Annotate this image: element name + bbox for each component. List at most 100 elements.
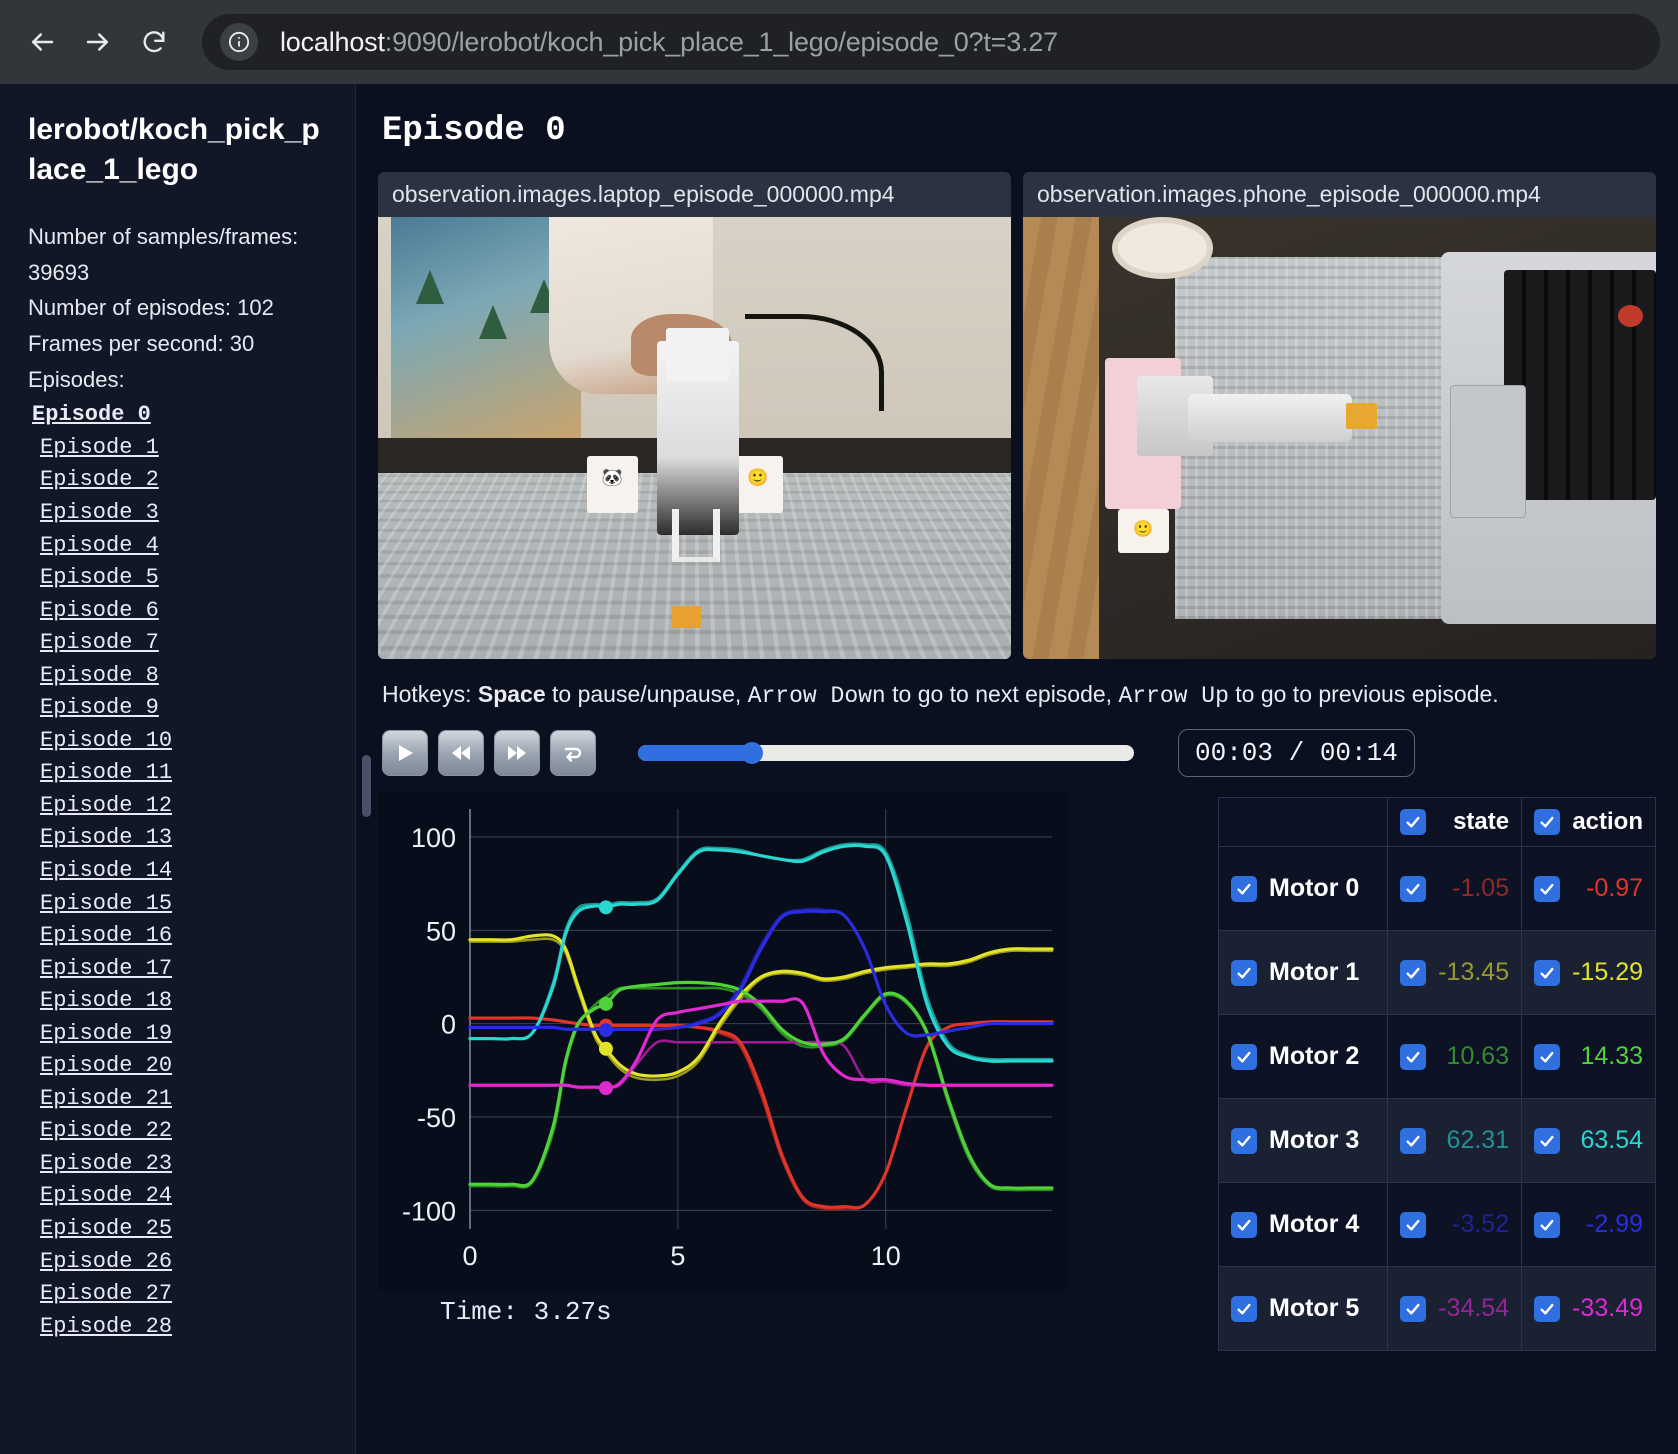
- state-value: -34.54: [1438, 1294, 1510, 1322]
- seek-slider[interactable]: [638, 742, 1134, 764]
- url-text: localhost:9090/lerobot/koch_pick_place_1…: [280, 27, 1058, 58]
- state-checkbox[interactable]: [1400, 959, 1427, 986]
- episode-link-23[interactable]: Episode 23: [40, 1150, 173, 1176]
- loop-icon[interactable]: [550, 730, 596, 776]
- action-checkbox[interactable]: [1534, 1295, 1561, 1322]
- state-checkbox[interactable]: [1400, 1043, 1427, 1070]
- motor-row-checkbox[interactable]: [1231, 1295, 1257, 1322]
- state-column-label: state: [1453, 808, 1510, 835]
- video-player-phone[interactable]: 🙂: [1023, 217, 1656, 659]
- motor-row-checkbox[interactable]: [1231, 1127, 1257, 1154]
- action-value: -33.49: [1572, 1294, 1643, 1322]
- action-checkbox[interactable]: [1534, 1043, 1561, 1070]
- list-item: Episode 21: [28, 1083, 327, 1116]
- episode-link-8[interactable]: Episode 8: [40, 662, 159, 688]
- chart-cursor-marker: [598, 996, 613, 1011]
- episode-link-1[interactable]: Episode 1: [40, 434, 159, 460]
- list-item: Episode 23: [28, 1148, 327, 1181]
- action-checkbox[interactable]: [1534, 875, 1561, 902]
- episode-link-18[interactable]: Episode 18: [40, 988, 173, 1014]
- episode-link-25[interactable]: Episode 25: [40, 1215, 173, 1241]
- reload-icon[interactable]: [130, 18, 178, 66]
- chart-cursor-marker: [598, 1041, 613, 1056]
- video-card-phone[interactable]: observation.images.phone_episode_000000.…: [1023, 172, 1656, 659]
- forward-icon[interactable]: [74, 18, 122, 66]
- stat-fps: Frames per second: 30: [28, 331, 255, 357]
- list-item: Episode 6: [28, 595, 327, 628]
- state-checkbox[interactable]: [1400, 875, 1427, 902]
- action-value-cell: -2.99: [1521, 1182, 1656, 1267]
- state-value-cell: 62.31: [1387, 1098, 1523, 1183]
- laptop-scene-box-left: 🐼: [586, 455, 638, 514]
- motor-table-panel: state action: [1217, 791, 1656, 1351]
- episode-link-28[interactable]: Episode 28: [40, 1313, 173, 1339]
- state-value-cell: -3.52: [1387, 1182, 1523, 1267]
- video-card-laptop[interactable]: observation.images.laptop_episode_000000…: [378, 172, 1011, 659]
- timeseries-chart[interactable]: 100 50 0 -50 -100 0 5 10 Time: 3.27s: [378, 791, 1204, 1351]
- seek-thumb[interactable]: [741, 742, 764, 764]
- episode-link-26[interactable]: Episode 26: [40, 1248, 173, 1274]
- episode-link-9[interactable]: Episode 9: [40, 695, 159, 721]
- episode-link-19[interactable]: Episode 19: [40, 1020, 173, 1046]
- motor-name-cell: Motor 5: [1217, 1266, 1389, 1351]
- laptop-scene-cable: [745, 314, 885, 412]
- action-checkbox[interactable]: [1534, 1127, 1561, 1154]
- media-controls: 00:03 / 00:14: [382, 729, 1656, 777]
- episode-link-27[interactable]: Episode 27: [40, 1281, 173, 1307]
- hotkeys-hint: Hotkeys: Space to pause/unpause, Arrow D…: [382, 681, 1656, 709]
- episode-link-16[interactable]: Episode 16: [40, 923, 173, 949]
- address-bar[interactable]: localhost:9090/lerobot/koch_pick_place_1…: [202, 14, 1660, 70]
- data-section: 100 50 0 -50 -100 0 5 10 Time: 3.27s: [378, 791, 1656, 1351]
- episode-link-0[interactable]: Episode 0: [32, 402, 151, 428]
- action-value-cell: 63.54: [1521, 1098, 1656, 1183]
- video-player-laptop[interactable]: 🐼 🙂: [378, 217, 1011, 659]
- state-checkbox[interactable]: [1400, 1211, 1427, 1238]
- seek-track[interactable]: [638, 745, 1134, 761]
- episode-link-11[interactable]: Episode 11: [40, 760, 173, 786]
- list-item: Episode 8: [28, 660, 327, 693]
- motor-row-checkbox[interactable]: [1231, 1043, 1257, 1070]
- motor-row-checkbox[interactable]: [1231, 1211, 1257, 1238]
- state-checkbox[interactable]: [1400, 1295, 1427, 1322]
- episode-link-4[interactable]: Episode 4: [40, 532, 159, 558]
- episode-link-21[interactable]: Episode 21: [40, 1085, 173, 1111]
- fast-forward-icon[interactable]: [494, 730, 540, 776]
- episode-link-14[interactable]: Episode 14: [40, 857, 173, 883]
- episode-link-7[interactable]: Episode 7: [40, 630, 159, 656]
- episode-link-5[interactable]: Episode 5: [40, 565, 159, 591]
- action-column-checkbox[interactable]: [1534, 809, 1561, 835]
- episode-link-3[interactable]: Episode 3: [40, 499, 159, 525]
- state-column-checkbox[interactable]: [1400, 809, 1427, 835]
- motor-name-label: Motor 2: [1269, 1042, 1360, 1070]
- episode-link-24[interactable]: Episode 24: [40, 1183, 173, 1209]
- episode-link-22[interactable]: Episode 22: [40, 1118, 173, 1144]
- video-grid: observation.images.laptop_episode_000000…: [378, 172, 1656, 659]
- episode-link-17[interactable]: Episode 17: [40, 955, 173, 981]
- list-item: Episode 1: [28, 432, 327, 465]
- episode-link-15[interactable]: Episode 15: [40, 890, 173, 916]
- episode-link-13[interactable]: Episode 13: [40, 825, 173, 851]
- rewind-icon[interactable]: [438, 730, 484, 776]
- list-item: Episode 10: [28, 725, 327, 758]
- episode-link-10[interactable]: Episode 10: [40, 727, 173, 753]
- info-circle-icon[interactable]: [220, 23, 258, 61]
- back-icon[interactable]: [18, 18, 66, 66]
- list-item: Episode 12: [28, 790, 327, 823]
- table-row: Motor 1 -13.45 -15.29: [1217, 930, 1656, 1015]
- play-icon[interactable]: [382, 730, 428, 776]
- episode-link-6[interactable]: Episode 6: [40, 597, 159, 623]
- stat-samples: Number of samples/frames: 39693: [28, 224, 299, 285]
- action-checkbox[interactable]: [1534, 959, 1561, 986]
- episode-link-12[interactable]: Episode 12: [40, 792, 173, 818]
- video-caption-phone: observation.images.phone_episode_000000.…: [1023, 172, 1656, 217]
- state-checkbox[interactable]: [1400, 1127, 1427, 1154]
- motor-row-checkbox[interactable]: [1231, 959, 1257, 986]
- episode-link-2[interactable]: Episode 2: [40, 467, 159, 493]
- action-checkbox[interactable]: [1534, 1211, 1561, 1238]
- laptop-scene-box-right: 🙂: [732, 455, 784, 514]
- action-value-cell: -15.29: [1521, 930, 1656, 1015]
- motor-row-checkbox[interactable]: [1231, 875, 1257, 902]
- sidebar-scroll-handle[interactable]: [362, 755, 371, 817]
- episode-link-20[interactable]: Episode 20: [40, 1053, 173, 1079]
- state-value-cell: -13.45: [1387, 930, 1523, 1015]
